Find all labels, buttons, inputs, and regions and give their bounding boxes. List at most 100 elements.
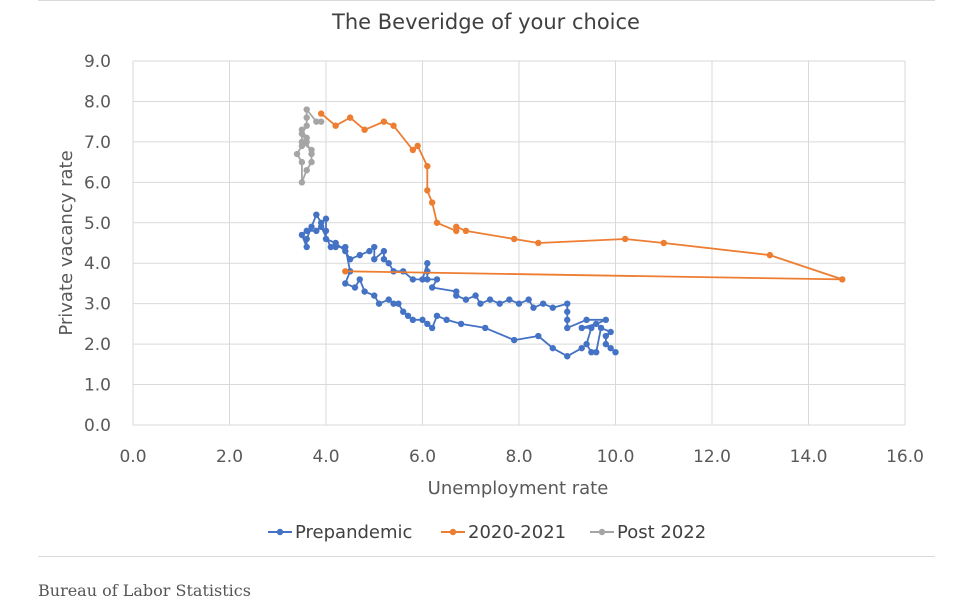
data-point-prepandemic xyxy=(390,300,397,307)
data-point-prepandemic xyxy=(351,284,359,291)
data-point-prepandemic xyxy=(409,276,417,283)
legend-marker xyxy=(449,528,457,536)
data-point-2020-2021 xyxy=(428,199,436,206)
legend-label: 2020-2021 xyxy=(468,522,566,543)
data-point-2020-2021 xyxy=(414,142,421,150)
chart-title: The Beveridge of your choice xyxy=(331,10,640,34)
data-point-post-2022 xyxy=(303,122,310,129)
data-point-prepandemic xyxy=(443,316,450,324)
y-axis-title: Private vacancy rate xyxy=(56,150,77,335)
x-tick-label: 12.0 xyxy=(693,447,731,467)
data-point-prepandemic xyxy=(356,276,363,283)
data-point-prepandemic xyxy=(409,316,417,324)
y-tick-label: 5.0 xyxy=(84,214,111,234)
data-point-prepandemic xyxy=(525,296,532,303)
data-point-prepandemic xyxy=(356,251,363,259)
y-tick-label: 4.0 xyxy=(84,254,111,274)
data-point-prepandemic xyxy=(588,349,595,356)
data-point-prepandemic xyxy=(593,320,600,328)
data-point-prepandemic xyxy=(361,288,368,295)
data-point-2020-2021 xyxy=(839,276,846,283)
data-point-prepandemic xyxy=(477,300,484,307)
data-point-prepandemic xyxy=(602,316,610,324)
data-point-post-2022 xyxy=(298,158,306,166)
source-credit: Bureau of Labor Statistics xyxy=(38,581,251,600)
data-point-prepandemic xyxy=(602,332,610,340)
data-point-prepandemic xyxy=(496,300,503,307)
data-point-2020-2021 xyxy=(342,268,349,275)
x-tick-label: 14.0 xyxy=(790,447,828,467)
data-point-prepandemic xyxy=(486,296,494,303)
data-point-prepandemic xyxy=(607,344,614,352)
data-point-2020-2021 xyxy=(453,227,460,235)
data-point-2020-2021 xyxy=(380,118,388,125)
data-point-prepandemic xyxy=(612,349,619,356)
data-point-prepandemic xyxy=(482,324,489,332)
data-point-prepandemic xyxy=(303,227,310,235)
data-point-prepandemic xyxy=(332,243,339,251)
data-point-prepandemic xyxy=(419,316,426,324)
data-point-prepandemic xyxy=(404,312,412,319)
data-point-prepandemic xyxy=(564,308,571,315)
x-tick-label: 2.0 xyxy=(216,447,243,467)
x-tick-label: 6.0 xyxy=(409,447,436,467)
data-point-prepandemic xyxy=(549,344,556,352)
data-point-prepandemic xyxy=(510,336,518,344)
data-point-prepandemic xyxy=(371,255,378,263)
data-point-prepandemic xyxy=(539,300,547,307)
data-point-prepandemic xyxy=(322,235,330,243)
data-point-prepandemic xyxy=(342,280,349,287)
x-tick-label: 4.0 xyxy=(312,447,339,467)
data-point-post-2022 xyxy=(313,118,320,125)
data-point-prepandemic xyxy=(400,308,407,315)
top-divider xyxy=(38,0,935,1)
data-point-prepandemic xyxy=(303,243,310,251)
data-point-prepandemic xyxy=(433,312,441,319)
data-point-post-2022 xyxy=(298,126,306,133)
data-point-post-2022 xyxy=(303,134,310,142)
x-tick-label: 16.0 xyxy=(886,447,924,467)
data-point-post-2022 xyxy=(303,114,310,121)
data-point-prepandemic xyxy=(346,255,354,263)
data-point-post-2022 xyxy=(317,118,325,125)
y-tick-label: 8.0 xyxy=(84,92,111,112)
data-point-prepandemic xyxy=(419,276,426,283)
data-point-prepandemic xyxy=(593,349,600,356)
data-point-prepandemic xyxy=(472,292,479,299)
data-point-prepandemic xyxy=(583,316,590,324)
legend-label: Prepandemic xyxy=(295,522,412,543)
data-point-2020-2021 xyxy=(390,122,397,129)
y-tick-label: 1.0 xyxy=(84,376,111,396)
data-point-prepandemic xyxy=(564,353,571,360)
x-tick-label: 0.0 xyxy=(119,447,146,467)
y-tick-label: 0.0 xyxy=(84,416,111,436)
data-point-2020-2021 xyxy=(332,122,339,129)
data-point-prepandemic xyxy=(602,340,610,348)
data-point-2020-2021 xyxy=(424,187,431,194)
legend-marker xyxy=(276,528,284,536)
data-point-prepandemic xyxy=(549,304,556,311)
grid xyxy=(132,60,906,426)
y-tick-label: 3.0 xyxy=(84,295,111,315)
data-point-prepandemic xyxy=(428,284,436,291)
data-point-2020-2021 xyxy=(433,219,441,226)
x-tick-label: 8.0 xyxy=(505,447,532,467)
legend-item-prepandemic: Prepandemic xyxy=(268,522,412,543)
series-line-2020-2021 xyxy=(320,112,844,281)
data-point-prepandemic xyxy=(366,247,373,255)
data-point-prepandemic xyxy=(424,276,431,283)
data-point-prepandemic xyxy=(327,243,335,251)
data-point-prepandemic xyxy=(322,227,330,235)
data-point-prepandemic xyxy=(385,260,392,267)
x-axis-title: Unemployment rate xyxy=(428,478,609,499)
y-tick-label: 2.0 xyxy=(84,335,111,355)
data-point-prepandemic xyxy=(433,276,441,283)
data-point-post-2022 xyxy=(303,106,310,113)
data-point-2020-2021 xyxy=(424,162,431,170)
data-point-2020-2021 xyxy=(535,239,542,247)
data-point-2020-2021 xyxy=(409,146,417,154)
data-point-prepandemic xyxy=(564,324,571,332)
data-point-prepandemic xyxy=(578,344,585,352)
data-point-prepandemic xyxy=(588,324,595,332)
